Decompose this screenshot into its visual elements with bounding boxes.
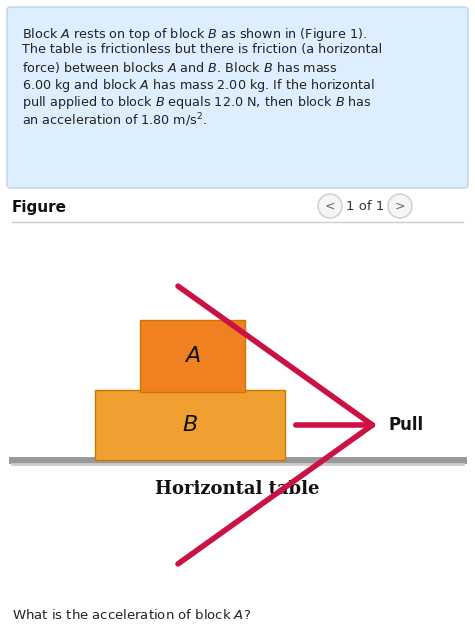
Text: What is the acceleration of block $\mathit{A}$?: What is the acceleration of block $\math…	[12, 608, 251, 622]
Text: 1 of 1: 1 of 1	[346, 200, 384, 212]
FancyBboxPatch shape	[7, 7, 468, 188]
Bar	[95, 390, 285, 460]
Text: A: A	[185, 346, 200, 366]
Text: 6.00 kg and block $\mathit{A}$ has mass 2.00 kg. If the horizontal: 6.00 kg and block $\mathit{A}$ has mass …	[22, 77, 375, 94]
Text: force) between blocks $\mathit{A}$ and $\mathit{B}$. Block $\mathit{B}$ has mass: force) between blocks $\mathit{A}$ and $…	[22, 60, 338, 75]
Text: Pull: Pull	[388, 416, 423, 434]
Text: Figure: Figure	[12, 200, 67, 215]
Circle shape	[388, 194, 412, 218]
Text: an acceleration of 1.80 m/s$^2$.: an acceleration of 1.80 m/s$^2$.	[22, 111, 207, 129]
Text: >: >	[395, 200, 405, 212]
Text: The table is frictionless but there is friction (a horizontal: The table is frictionless but there is f…	[22, 43, 382, 56]
Text: B: B	[182, 415, 198, 435]
Circle shape	[318, 194, 342, 218]
Text: Block $\mathit{A}$ rests on top of block $\mathit{B}$ as shown in (Figure 1).: Block $\mathit{A}$ rests on top of block…	[22, 26, 367, 43]
Text: <: <	[325, 200, 335, 212]
Bar	[140, 320, 245, 392]
Text: Horizontal table: Horizontal table	[155, 480, 319, 498]
Text: pull applied to block $\mathit{B}$ equals 12.0 N, then block $\mathit{B}$ has: pull applied to block $\mathit{B}$ equal…	[22, 94, 372, 111]
